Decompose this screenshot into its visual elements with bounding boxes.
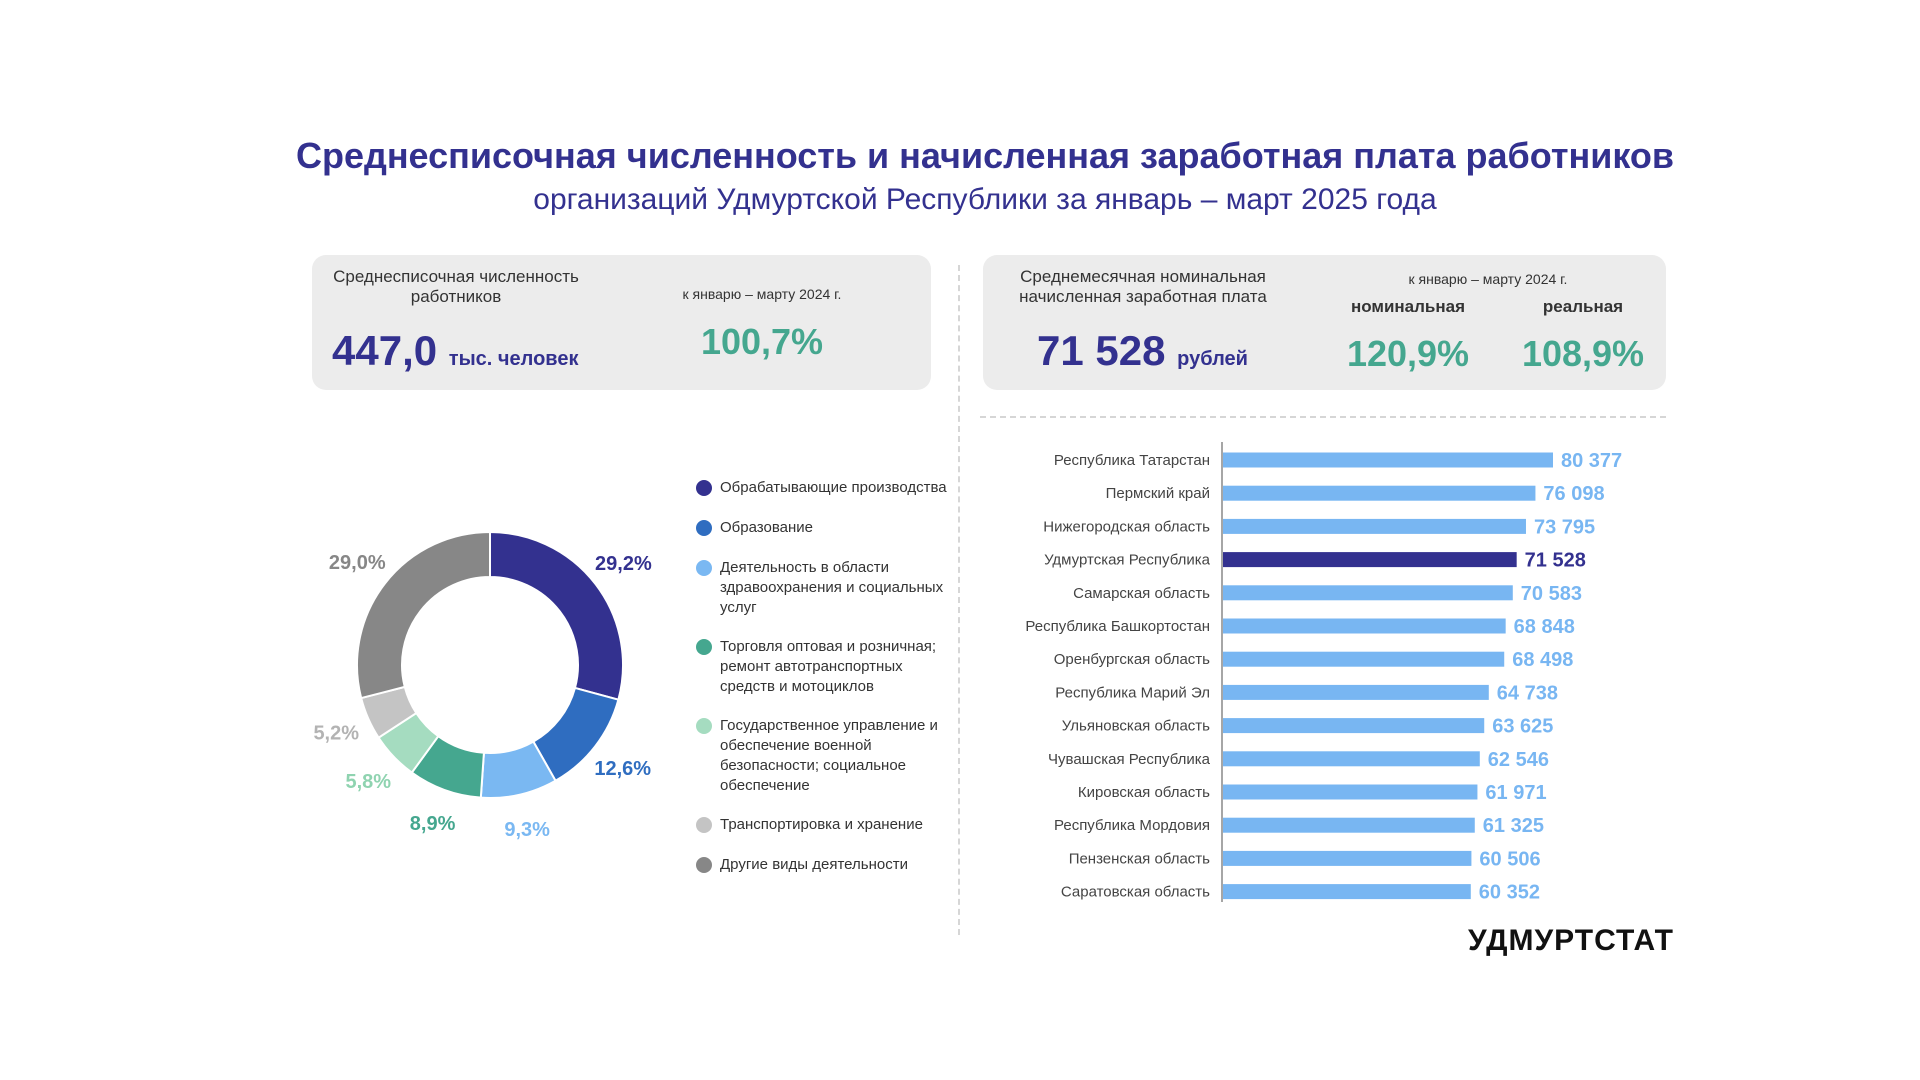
- bar-value-label: 61 325: [1483, 815, 1544, 837]
- bar-category-label: Саратовская область: [1061, 884, 1210, 901]
- bar: [1223, 485, 1536, 501]
- bar-category-label: Ульяновская область: [1062, 718, 1210, 735]
- bar-category-label: Республика Марий Эл: [1055, 684, 1210, 701]
- bar-value-label: 61 971: [1485, 782, 1546, 804]
- bar: [1223, 684, 1489, 700]
- legend-label: Деятельность в области здравоохранения и…: [720, 559, 944, 616]
- donut-slice-manufacturing: [489, 530, 624, 701]
- industry-donut-chart: 29,2% 12,6% 9,3% 8,9% 5,8% 5,2% 29,0%: [313, 530, 652, 841]
- legend-swatch: [696, 718, 712, 734]
- bar-value-label: 62 546: [1488, 749, 1549, 771]
- bar-value-label: 80 377: [1561, 450, 1622, 472]
- bar-value-label: 68 848: [1514, 616, 1575, 638]
- bar-category-label: Нижегородская область: [1043, 518, 1210, 535]
- headcount-label: Среднесписочная численность работников: [333, 267, 579, 306]
- donut-label-government: 5,8%: [345, 771, 391, 793]
- bar-value-label: 70 583: [1521, 583, 1582, 605]
- bar-category-label: Оренбургская область: [1054, 651, 1210, 668]
- bar: [1223, 618, 1506, 634]
- bar: [1223, 585, 1513, 601]
- salary-unit: рублей: [1177, 348, 1248, 370]
- legend-swatch: [696, 817, 712, 833]
- vertical-divider: [958, 265, 960, 935]
- bar-category-label: Республика Башкортостан: [1025, 618, 1210, 635]
- bar-value-label: 60 352: [1479, 882, 1540, 904]
- bar-category-label: Самарская область: [1073, 585, 1210, 602]
- bar-highlight: [1223, 552, 1517, 568]
- bar-value-label: 76 098: [1543, 483, 1604, 505]
- headcount-compare-value: 100,7%: [700, 321, 824, 362]
- bar-category-label: Удмуртская Республика: [1044, 552, 1211, 569]
- bar: [1223, 518, 1526, 534]
- bar: [1223, 884, 1471, 900]
- bar-category-label: Республика Мордовия: [1054, 817, 1210, 834]
- legend-swatch: [696, 560, 712, 576]
- bar-value-label: 73 795: [1534, 516, 1595, 538]
- headcount-compare-label: к январю – марту 2024 г.: [682, 286, 842, 302]
- donut-label-education: 12,6%: [594, 758, 651, 780]
- salary-real-value: 108,9%: [1521, 333, 1645, 374]
- bar-value-label: 64 738: [1497, 682, 1558, 704]
- salary-nominal-value: 120,9%: [1346, 333, 1470, 374]
- bar: [1223, 784, 1478, 800]
- bar: [1223, 850, 1472, 866]
- legend-label: Обрабатывающие производства: [720, 479, 947, 496]
- headcount-value: 447,0: [332, 327, 438, 374]
- bar: [1223, 452, 1553, 468]
- regional-salary-bar-chart: Республика Татарстан 80 377 Пермский край 7…: [1025, 442, 1622, 904]
- bar: [1223, 817, 1475, 833]
- donut-label-trade: 8,9%: [410, 813, 456, 835]
- bar: [1223, 751, 1480, 767]
- legend-label: Государственное управление и обеспечение…: [720, 717, 938, 794]
- bar: [1223, 651, 1505, 667]
- bar-category-label: Республика Татарстан: [1054, 452, 1210, 469]
- donut-label-transport: 5,2%: [313, 723, 359, 745]
- legend-swatch: [696, 857, 712, 873]
- donut-label-manufacturing: 29,2%: [595, 553, 652, 575]
- salary-value: 71 528: [1037, 327, 1166, 374]
- page-subtitle: организаций Удмуртской Республики за янв…: [533, 183, 1437, 216]
- salary-real-label: реальная: [1542, 297, 1624, 316]
- page-title: Среднесписочная численность и начисленна…: [295, 135, 1675, 176]
- legend-label: Образование: [720, 519, 813, 536]
- bar-category-label: Чувашская Республика: [1048, 751, 1211, 768]
- bar-value-label: 63 625: [1492, 716, 1553, 738]
- brand-logo: УДМУРТСТАТ: [1468, 924, 1674, 957]
- donut-slice-other: [356, 530, 491, 700]
- legend-label: Торговля оптовая и розничная; ремонт авт…: [720, 638, 937, 695]
- salary-compare-label: к январю – марту 2024 г.: [1408, 271, 1568, 287]
- salary-nominal-label: номинальная: [1350, 297, 1466, 316]
- bar-value-label: 68 498: [1512, 649, 1573, 671]
- headcount-unit: тыс. человек: [448, 348, 579, 370]
- donut-label-other: 29,0%: [329, 552, 386, 574]
- legend-label: Транспортировка и хранение: [720, 816, 923, 833]
- salary-value-row: 71 528 рублей: [1037, 327, 1248, 375]
- salary-card: Среднемесячная номинальная начисленная з…: [983, 255, 1666, 390]
- bar-category-label: Кировская область: [1078, 784, 1210, 801]
- legend-swatch: [696, 520, 712, 536]
- headcount-card: Среднесписочная численность работников 4…: [312, 255, 931, 390]
- bar-category-label: Пензенская область: [1069, 850, 1210, 867]
- legend-label: Другие виды деятельности: [720, 856, 908, 873]
- bar: [1223, 718, 1485, 734]
- horizontal-divider: [980, 416, 1666, 418]
- bar-value-label: 60 506: [1479, 848, 1540, 870]
- salary-label: Среднемесячная номинальная начисленная з…: [1019, 267, 1267, 306]
- donut-label-health: 9,3%: [504, 819, 550, 841]
- legend-swatch: [696, 639, 712, 655]
- legend-swatch: [696, 480, 712, 496]
- bar-category-label: Пермский край: [1106, 485, 1210, 502]
- bar-value-label: 71 528: [1525, 550, 1586, 572]
- headcount-value-row: 447,0 тыс. человек: [332, 327, 578, 375]
